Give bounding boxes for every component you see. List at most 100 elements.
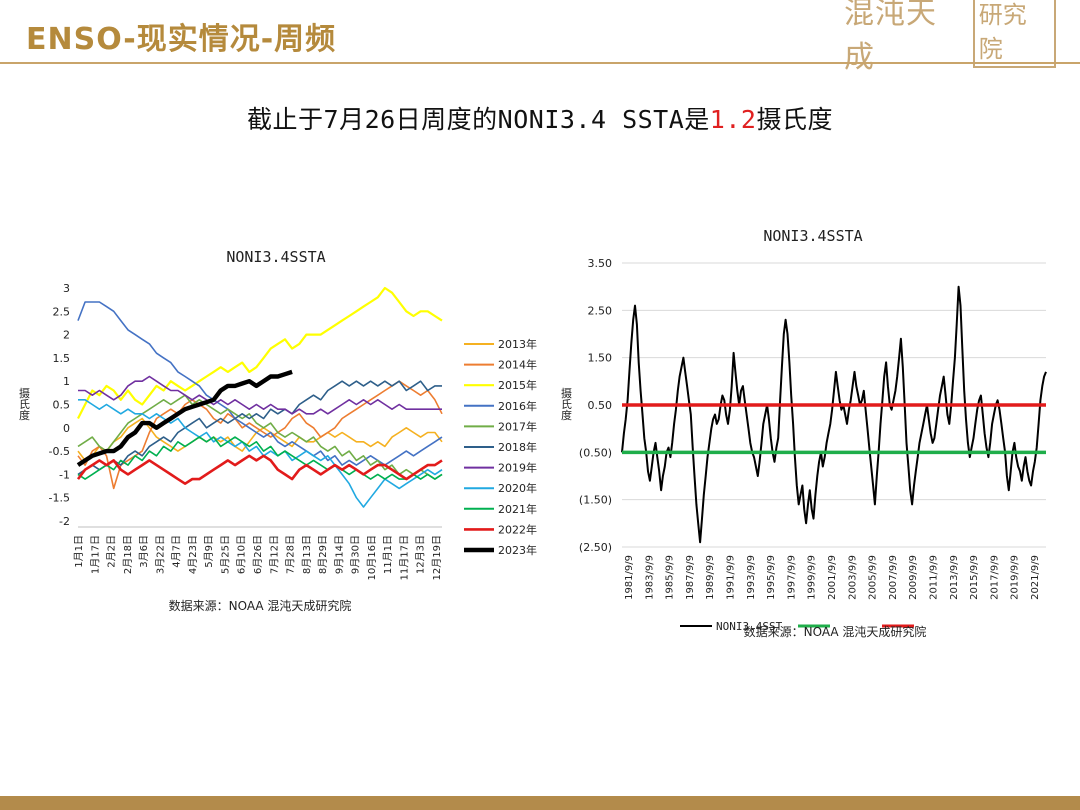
chart1-xtick-label: 3月22日 <box>154 535 166 574</box>
chart1-source: 数据来源：NOAA 混沌天成研究院 <box>169 598 352 613</box>
chart2-xtick-label: 1991/9/9 <box>726 555 737 600</box>
chart1-xtick-label: 4月7日 <box>171 535 183 568</box>
chart1-ytick-label: -2 <box>59 515 70 528</box>
chart2-ytick-label: 2.50 <box>588 304 613 317</box>
bottom-bar <box>0 796 1080 810</box>
chart1-xtick-label: 7月12日 <box>268 535 280 574</box>
chart1-legend-label: 2019年 <box>498 461 537 475</box>
headline-before: 截止于7月26日周度的NONI3.4 SSTA是 <box>247 105 710 134</box>
chart1-legend-label: 2021年 <box>498 502 537 516</box>
chart1-ytick-label: 2.5 <box>53 305 71 318</box>
chart1-legend-label: 2023年 <box>498 543 537 557</box>
chart1-legend-label: 2014年 <box>498 358 537 372</box>
chart2-xtick-label: 1989/9/9 <box>705 555 716 600</box>
chart1-xtick-label: 8月13日 <box>301 535 313 574</box>
chart1-legend-label: 2020年 <box>498 481 537 495</box>
chart1-series-2022年 <box>76 454 443 486</box>
chart1-legend-label: 2018年 <box>498 440 537 454</box>
header-divider <box>0 62 1080 64</box>
chart2-xtick-label: 2011/9/9 <box>929 555 940 600</box>
chart2-xtick-label: 2013/9/9 <box>949 555 960 600</box>
chart1-series-2019年 <box>78 375 442 415</box>
headline-after: 摄氏度 <box>756 105 833 134</box>
chart1-xtick-label: 1月17日 <box>89 535 101 574</box>
chart1-xtick-label: 10月16日 <box>366 535 378 580</box>
chart1-series-2015年 <box>77 286 443 419</box>
chart2-xtick-label: 2015/9/9 <box>969 555 980 600</box>
chart1-legend-label: 2013年 <box>498 337 537 351</box>
page-title: ENSO-现实情况-周频 <box>26 22 337 57</box>
chart2-ytick-label: 1.50 <box>588 352 613 365</box>
headline-value: 1.2 <box>709 105 757 134</box>
chart1-xtick-label: 2月2日 <box>106 535 118 568</box>
chart1-series-2020年 <box>78 398 443 508</box>
chart2-xtick-label: 2001/9/9 <box>827 555 838 600</box>
chart1-xtick-label: 12月3日 <box>415 535 427 574</box>
chart1-xtick-label: 9月14日 <box>333 535 345 574</box>
chart2-xtick-label: 1995/9/9 <box>766 555 777 600</box>
chart1-xtick-label: 8月29日 <box>317 535 329 574</box>
chart1-xtick-label: 7月28日 <box>285 535 297 574</box>
chart1-xtick-label: 2月18日 <box>122 535 134 574</box>
chart2-xtick-label: 2003/9/9 <box>847 555 858 600</box>
chart1-title: NONI3.4SSTA <box>226 248 325 266</box>
chart2-xtick-label: 1997/9/9 <box>786 555 797 600</box>
chart2-xtick-label: 2005/9/9 <box>868 555 879 600</box>
chart1-xtick-label: 5月25日 <box>219 535 231 574</box>
chart1-series-2016年 <box>77 301 443 466</box>
logo-box: 研究院 <box>972 0 1056 68</box>
chart2-series-line <box>621 285 1047 544</box>
chart1-xtick-label: 9月30日 <box>350 535 362 574</box>
chart1-legend-label: 2016年 <box>498 399 537 413</box>
chart1-xtick-label: 4月23日 <box>187 535 199 574</box>
chart1-legend-label: 2017年 <box>498 419 537 433</box>
logo-text: 混沌天成 <box>844 0 937 75</box>
chart1-xtick-label: 1月1日 <box>73 535 85 568</box>
chart2-xtick-label: 1981/9/9 <box>624 555 635 600</box>
chart2-xtick-label: 2021/9/9 <box>1030 555 1041 600</box>
chart2-xtick-label: 2009/9/9 <box>908 555 919 600</box>
chart1-series-2021年 <box>77 436 443 480</box>
chart2-xtick-label: 2007/9/9 <box>888 555 899 600</box>
chart2-ylabel: 摄氏度 <box>560 386 573 421</box>
chart1-xtick-label: 11月1日 <box>382 535 394 574</box>
chart2-xtick-label: 1985/9/9 <box>665 555 676 600</box>
chart1-series-2023年 <box>76 369 293 467</box>
chart1-ytick-label: -1 <box>59 468 70 481</box>
chart1-ytick-label: 1 <box>63 375 70 388</box>
chart1-ytick-label: -0.5 <box>49 445 70 458</box>
chart2-xtick-label: 2019/9/9 <box>1010 555 1021 600</box>
chart1-xtick-label: 6月26日 <box>252 535 264 574</box>
chart2-ytick-label: (2.50) <box>579 541 612 554</box>
chart2-title: NONI3.4SSTA <box>763 227 862 245</box>
chart1-ytick-label: 0 <box>63 422 70 435</box>
chart2-ytick-label: (1.50) <box>579 494 612 507</box>
chart1-xtick-label: 5月9日 <box>203 535 215 568</box>
chart1-ytick-label: 0.5 <box>53 399 71 412</box>
chart1-legend-label: 2022年 <box>498 522 537 536</box>
chart1-ytick-label: 2 <box>63 329 70 342</box>
chart1-xtick-label: 12月19日 <box>431 535 443 580</box>
chart2-xtick-label: 1987/9/9 <box>685 555 696 600</box>
chart2-xtick-label: 1993/9/9 <box>746 555 757 600</box>
chart2-source: 数据来源：NOAA 混沌天成研究院 <box>744 624 927 639</box>
chart1-xtick-label: 6月10日 <box>236 535 248 574</box>
chart1-series-2018年 <box>77 380 442 476</box>
chart2-xtick-label: 1999/9/9 <box>807 555 818 600</box>
chart1-xtick-label: 11月17日 <box>398 535 410 580</box>
chart2-xtick-label: 2017/9/9 <box>989 555 1000 600</box>
chart1-ytick-label: 3 <box>63 282 70 295</box>
chart2-ytick-label: 3.50 <box>588 257 613 270</box>
chart2-ytick-label: 0.50 <box>588 399 613 412</box>
headline: 截止于7月26日周度的NONI3.4 SSTA是1.2摄氏度 <box>0 100 1080 136</box>
chart1-legend-label: 2015年 <box>498 378 537 392</box>
chart2-xtick-label: 1983/9/9 <box>644 555 655 600</box>
chart1-xtick-label: 3月6日 <box>138 535 150 568</box>
chart1-ytick-label: -1.5 <box>49 492 70 505</box>
chart2-legend-label: NONI3.4SST <box>716 620 783 633</box>
logo: 混沌天成 研究院 <box>844 0 1056 75</box>
chart1-ytick-label: 1.5 <box>53 352 71 365</box>
chart2-ytick-label: (0.50) <box>579 446 612 459</box>
